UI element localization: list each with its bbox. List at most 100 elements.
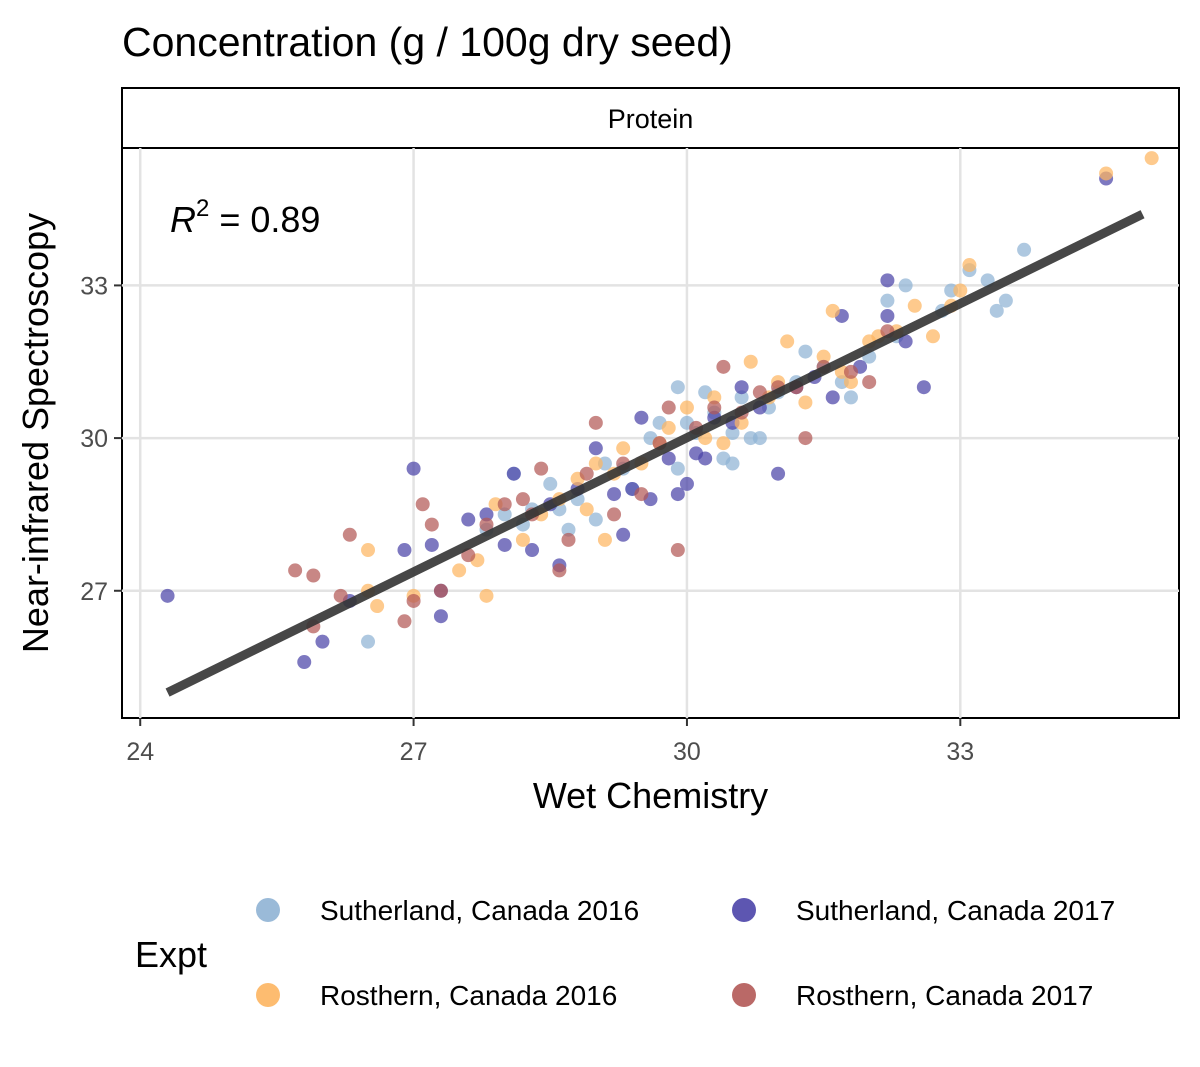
data-point <box>406 593 421 608</box>
data-point <box>452 563 467 578</box>
data-point <box>479 507 494 522</box>
data-point <box>998 293 1013 308</box>
legend-swatch <box>732 898 756 922</box>
data-point <box>725 426 740 440</box>
legend-entry-label: Rosthern, Canada 2017 <box>796 980 1093 1011</box>
data-point <box>607 487 622 502</box>
y-tick-label: 30 <box>80 425 108 453</box>
data-point <box>743 354 758 369</box>
data-point <box>880 293 895 308</box>
regression-line-group <box>165 210 1145 697</box>
data-point <box>1144 151 1159 166</box>
y-tick-label: 27 <box>80 578 108 606</box>
data-point <box>752 431 767 446</box>
data-point <box>734 415 749 430</box>
data-point <box>579 466 594 481</box>
data-point <box>506 466 521 481</box>
data-point <box>497 537 512 552</box>
data-point <box>716 359 731 374</box>
x-tick-label: 33 <box>946 738 974 766</box>
data-point <box>424 517 439 532</box>
data-point <box>552 563 567 578</box>
data-point <box>607 507 622 522</box>
y-axis-label: Near-infrared Spectroscopy <box>15 213 56 653</box>
data-point <box>916 380 931 395</box>
data-point <box>670 380 685 395</box>
data-point <box>825 303 840 318</box>
data-point <box>415 497 430 512</box>
data-point <box>461 512 476 527</box>
data-point <box>597 532 612 547</box>
data-point <box>843 390 858 405</box>
data-point <box>989 303 1004 318</box>
data-point <box>679 400 694 415</box>
data-point <box>734 380 749 395</box>
data-point <box>306 568 321 583</box>
data-point <box>953 283 968 298</box>
regression-line <box>165 210 1145 697</box>
legend-entry-label: Rosthern, Canada 2016 <box>320 980 617 1011</box>
data-point <box>962 258 977 273</box>
data-point <box>780 334 795 349</box>
data-point <box>561 522 576 537</box>
legend-swatch <box>256 898 280 922</box>
data-point <box>670 487 685 502</box>
data-point <box>670 543 685 558</box>
data-point <box>288 563 303 578</box>
data-point <box>515 532 530 547</box>
x-tick-label: 24 <box>126 738 154 766</box>
data-point <box>1017 242 1032 257</box>
data-point <box>734 390 749 405</box>
data-point <box>661 400 676 415</box>
data-point <box>370 599 385 614</box>
legend-swatch <box>256 983 280 1007</box>
data-point <box>925 329 940 344</box>
data-point <box>497 497 512 512</box>
data-point <box>771 466 786 481</box>
data-point <box>534 461 549 476</box>
legend-title: Expt <box>135 934 207 975</box>
data-point <box>579 502 594 517</box>
data-point <box>361 543 376 558</box>
x-tick-label: 27 <box>400 738 428 766</box>
legend-entry-label: Sutherland, Canada 2017 <box>796 895 1115 926</box>
x-axis-label: Wet Chemistry <box>533 775 768 816</box>
data-point <box>616 527 631 542</box>
data-point <box>798 395 813 410</box>
data-point <box>907 298 922 313</box>
y-tick-label: 33 <box>80 272 108 300</box>
facet-strip <box>121 87 1180 149</box>
facet-label: Protein <box>608 104 694 134</box>
data-point <box>880 308 895 323</box>
data-point <box>588 441 603 456</box>
data-point <box>424 537 439 552</box>
data-point <box>342 527 357 542</box>
r-symbol: R <box>170 199 196 240</box>
data-point <box>825 390 840 405</box>
data-point <box>515 492 530 507</box>
legend-entry-label: Sutherland, Canada 2016 <box>320 895 639 926</box>
data-point <box>725 456 740 471</box>
data-point <box>315 634 330 649</box>
data-point <box>798 431 813 446</box>
x-tick-label: 30 <box>673 738 701 766</box>
data-point <box>297 655 312 670</box>
data-point <box>707 390 722 405</box>
r-exponent: 2 <box>196 195 209 222</box>
data-point <box>634 487 649 502</box>
data-point <box>479 517 494 532</box>
data-point <box>397 614 412 629</box>
data-point <box>798 344 813 359</box>
data-point <box>880 273 895 288</box>
chart-title: Concentration (g / 100g dry seed) <box>122 19 733 65</box>
data-point <box>160 588 175 603</box>
data-point <box>862 375 877 390</box>
data-point <box>525 543 540 558</box>
data-point <box>588 415 603 430</box>
data-point <box>634 410 649 425</box>
legend-swatch <box>732 983 756 1007</box>
data-point <box>333 588 348 603</box>
data-point <box>816 349 831 364</box>
data-point <box>561 532 576 547</box>
